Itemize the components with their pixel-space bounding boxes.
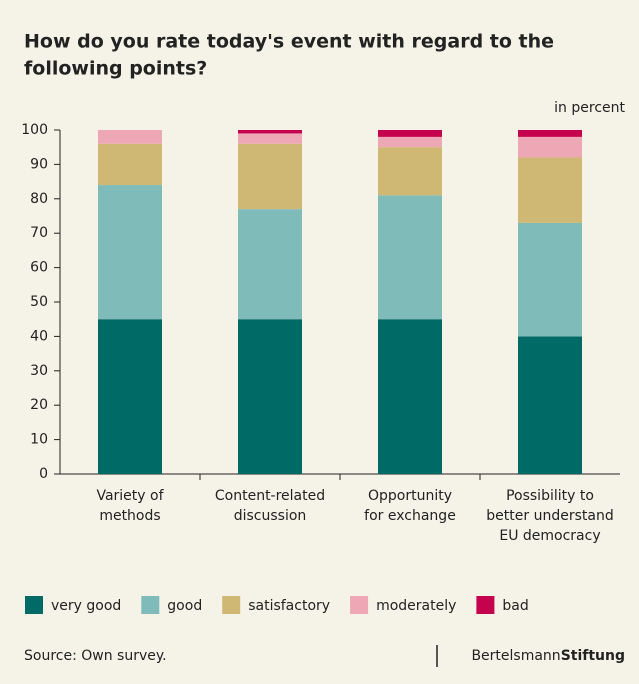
brand-text: Stiftung bbox=[561, 648, 625, 664]
x-tick-label: better understand bbox=[486, 508, 613, 524]
y-tick-label: 30 bbox=[30, 363, 48, 379]
x-tick-label: Content-related bbox=[215, 488, 325, 504]
legend-label: bad bbox=[502, 598, 528, 614]
bar-segment bbox=[238, 133, 302, 144]
bar-segment bbox=[378, 319, 442, 474]
y-tick-label: 0 bbox=[39, 466, 48, 482]
legend-swatch bbox=[476, 596, 495, 614]
x-tick-label: Opportunity bbox=[368, 488, 452, 504]
legend-label: moderately bbox=[376, 598, 456, 614]
bar-segment bbox=[98, 185, 162, 320]
y-tick-label: 100 bbox=[21, 122, 48, 138]
bar-segment bbox=[238, 209, 302, 320]
unit-label: in percent bbox=[554, 100, 625, 116]
chart-title: following points? bbox=[24, 58, 207, 80]
brand-text: Bertelsmann bbox=[471, 648, 560, 664]
bar-segment bbox=[518, 222, 582, 337]
y-tick-label: 80 bbox=[30, 191, 48, 207]
bar-segment bbox=[378, 195, 442, 320]
bar-segment bbox=[98, 143, 162, 186]
legend-swatch bbox=[350, 596, 369, 614]
bar-segment bbox=[238, 130, 302, 134]
y-tick-label: 10 bbox=[30, 432, 48, 448]
source: Source: Own survey. bbox=[24, 648, 167, 664]
bar-segment bbox=[98, 319, 162, 474]
y-tick-label: 70 bbox=[30, 225, 48, 241]
x-tick-label: EU democracy bbox=[499, 528, 600, 544]
legend-label: satisfactory bbox=[248, 598, 330, 614]
bar-segment bbox=[518, 157, 582, 223]
bar-segment bbox=[518, 130, 582, 137]
bar-segment bbox=[518, 136, 582, 158]
x-tick-label: Possibility to bbox=[506, 488, 594, 504]
y-tick-label: 60 bbox=[30, 260, 48, 276]
legend-swatch bbox=[25, 596, 43, 614]
y-tick-label: 40 bbox=[30, 328, 48, 344]
legend-swatch bbox=[141, 596, 160, 614]
bar-segment bbox=[378, 147, 442, 196]
legend-label: very good bbox=[51, 598, 121, 614]
legend-swatch bbox=[222, 596, 241, 614]
x-tick-label: discussion bbox=[234, 508, 307, 524]
chart-title: How do you rate today's event with regar… bbox=[24, 31, 554, 53]
bar-segment bbox=[378, 136, 442, 148]
y-tick-label: 90 bbox=[30, 156, 48, 172]
x-tick-label: methods bbox=[99, 508, 160, 524]
bar-segment bbox=[518, 336, 582, 474]
bar-segment bbox=[98, 130, 162, 144]
y-tick-label: 20 bbox=[30, 397, 48, 413]
bar-segment bbox=[238, 143, 302, 210]
x-tick-label: Variety of bbox=[96, 488, 164, 504]
x-tick-label: for exchange bbox=[364, 508, 456, 524]
bar-segment bbox=[238, 319, 302, 474]
brand: BertelsmannStiftung bbox=[471, 648, 625, 664]
y-tick-label: 50 bbox=[30, 294, 48, 310]
bar-segment bbox=[378, 130, 442, 137]
legend-label: good bbox=[167, 598, 202, 614]
